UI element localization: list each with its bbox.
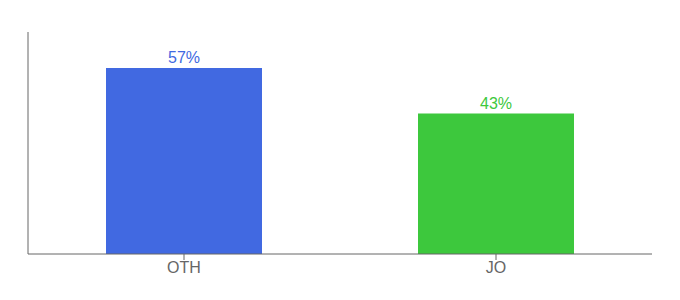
- svg-text:JO: JO: [486, 259, 506, 276]
- svg-text:OTH: OTH: [167, 259, 201, 276]
- svg-text:43%: 43%: [480, 95, 512, 112]
- svg-text:57%: 57%: [168, 49, 200, 66]
